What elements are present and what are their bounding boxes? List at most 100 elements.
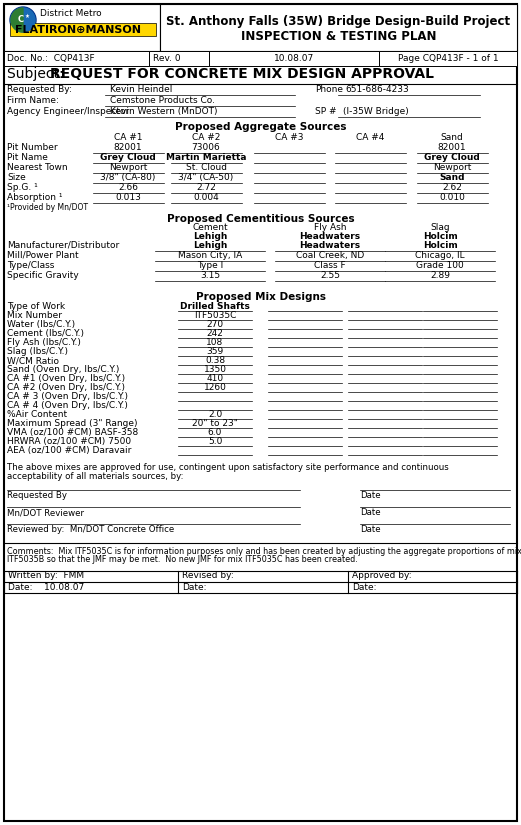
- Text: Proposed Aggregate Sources: Proposed Aggregate Sources: [175, 122, 346, 133]
- Text: Firm Name:: Firm Name:: [7, 96, 59, 105]
- Text: Holcim: Holcim: [423, 232, 457, 241]
- Text: Requested By: Requested By: [7, 491, 67, 500]
- Text: (I-35W Bridge): (I-35W Bridge): [343, 107, 409, 116]
- Text: 5.0: 5.0: [208, 437, 222, 446]
- Text: CA #2: CA #2: [192, 133, 220, 142]
- Text: Kevin Western (MnDOT): Kevin Western (MnDOT): [110, 107, 217, 116]
- Text: Date:: Date:: [352, 582, 377, 592]
- Bar: [160, 4, 517, 51]
- Text: 82001: 82001: [114, 143, 142, 152]
- Text: 0.004: 0.004: [193, 193, 219, 202]
- Text: Phone: Phone: [315, 85, 343, 94]
- Text: Martin Marietta: Martin Marietta: [166, 153, 246, 162]
- Text: 2.66: 2.66: [118, 183, 138, 192]
- Text: W/CM Ratio: W/CM Ratio: [7, 356, 59, 365]
- Text: ★: ★: [24, 13, 30, 18]
- Text: acceptability of all materials sources, by:: acceptability of all materials sources, …: [7, 472, 183, 481]
- Text: ITF5035B so that the JMF may be met.  No new JMF for mix ITF5035C has been creat: ITF5035B so that the JMF may be met. No …: [7, 555, 358, 564]
- Text: Fly Ash (lbs/C.Y.): Fly Ash (lbs/C.Y.): [7, 338, 81, 347]
- Text: 2.62: 2.62: [442, 183, 462, 192]
- Text: 2.0: 2.0: [208, 410, 222, 419]
- Text: Chicago, IL: Chicago, IL: [415, 251, 465, 260]
- Text: 1350: 1350: [204, 365, 227, 374]
- Text: Fly Ash: Fly Ash: [314, 223, 346, 232]
- Text: CA #2 (Oven Dry, lbs/C.Y.): CA #2 (Oven Dry, lbs/C.Y.): [7, 383, 125, 392]
- Text: VMA (oz/100 #CM) BASF-358: VMA (oz/100 #CM) BASF-358: [7, 428, 138, 437]
- Text: CA #4: CA #4: [356, 133, 384, 142]
- Text: CA # 3 (Oven Dry, lbs/C.Y.): CA # 3 (Oven Dry, lbs/C.Y.): [7, 392, 128, 401]
- Text: Newport: Newport: [109, 163, 147, 172]
- Text: Type of Work: Type of Work: [7, 302, 65, 311]
- Bar: [149, 51, 209, 66]
- Text: Date: Date: [360, 508, 381, 517]
- Text: Reviewed by:  Mn/DOT Concrete Office: Reviewed by: Mn/DOT Concrete Office: [7, 525, 174, 534]
- Text: 3/8" (CA-80): 3/8" (CA-80): [101, 173, 156, 182]
- Text: 6.0: 6.0: [208, 428, 222, 437]
- Text: Sand: Sand: [439, 173, 465, 182]
- Text: Cement: Cement: [192, 223, 228, 232]
- Text: 2.72: 2.72: [196, 183, 216, 192]
- Text: Nearest Town: Nearest Town: [7, 163, 68, 172]
- Text: ¹Provided by Mn/DOT: ¹Provided by Mn/DOT: [7, 203, 88, 212]
- Text: INSPECTION & TESTING PLAN: INSPECTION & TESTING PLAN: [241, 30, 436, 43]
- Text: Headwaters: Headwaters: [300, 232, 361, 241]
- Text: 2.89: 2.89: [430, 271, 450, 280]
- Text: CA #1: CA #1: [114, 133, 142, 142]
- Bar: [379, 51, 517, 66]
- Text: Coal Creek, ND: Coal Creek, ND: [296, 251, 364, 260]
- Text: %Air Content: %Air Content: [7, 410, 67, 419]
- Text: AEA (oz/100 #CM) Daravair: AEA (oz/100 #CM) Daravair: [7, 446, 131, 455]
- Text: Kevin Heindel: Kevin Heindel: [110, 85, 172, 94]
- Wedge shape: [11, 8, 23, 32]
- Text: Sand: Sand: [441, 133, 463, 142]
- Text: FLATIRON⊕MANSON: FLATIRON⊕MANSON: [15, 25, 141, 35]
- Bar: [4, 51, 149, 66]
- Text: Date: Date: [360, 525, 381, 534]
- Text: Manufacturer/Distributor: Manufacturer/Distributor: [7, 241, 119, 250]
- Text: Rev. 0: Rev. 0: [153, 54, 181, 63]
- Text: Cement (lbs/C.Y.): Cement (lbs/C.Y.): [7, 329, 84, 338]
- Text: 651-686-4233: 651-686-4233: [345, 85, 409, 94]
- Text: Comments:  Mix ITF5035C is for information purposes only and has been created by: Comments: Mix ITF5035C is for informatio…: [7, 547, 521, 556]
- Text: The above mixes are approved for use, contingent upon satisfactory site performa: The above mixes are approved for use, co…: [7, 463, 449, 472]
- Circle shape: [10, 7, 36, 33]
- Text: Mn/DOT Reviewer: Mn/DOT Reviewer: [7, 508, 84, 517]
- Text: Slag (lbs/C.Y.): Slag (lbs/C.Y.): [7, 347, 68, 356]
- Text: 2.55: 2.55: [320, 271, 340, 280]
- Text: Grey Cloud: Grey Cloud: [100, 153, 156, 162]
- Text: Water (lbs/C.Y.): Water (lbs/C.Y.): [7, 320, 75, 329]
- Text: 73006: 73006: [192, 143, 220, 152]
- Text: Pit Name: Pit Name: [7, 153, 48, 162]
- Text: Slag: Slag: [430, 223, 450, 232]
- Text: HRWRA (oz/100 #CM) 7500: HRWRA (oz/100 #CM) 7500: [7, 437, 131, 446]
- Text: ITF5035C: ITF5035C: [194, 311, 236, 320]
- Text: Type I: Type I: [197, 261, 223, 270]
- Text: Date: Date: [360, 491, 381, 500]
- Text: District Metro: District Metro: [40, 10, 102, 18]
- Text: Grey Cloud: Grey Cloud: [424, 153, 480, 162]
- Text: Headwaters: Headwaters: [300, 241, 361, 250]
- Text: 270: 270: [206, 320, 224, 329]
- Text: CA #1 (Oven Dry, lbs/C.Y.): CA #1 (Oven Dry, lbs/C.Y.): [7, 374, 125, 383]
- Text: 0.010: 0.010: [439, 193, 465, 202]
- Text: CA #3: CA #3: [275, 133, 303, 142]
- Text: Date:    10.08.07: Date: 10.08.07: [8, 582, 84, 592]
- Text: Sand (Oven Dry, lbs/C.Y.): Sand (Oven Dry, lbs/C.Y.): [7, 365, 119, 374]
- Text: 108: 108: [206, 338, 224, 347]
- Bar: [209, 51, 379, 66]
- Text: Mason City, IA: Mason City, IA: [178, 251, 242, 260]
- Text: 20" to 23": 20" to 23": [192, 419, 238, 428]
- Text: Written by:  FMM: Written by: FMM: [8, 572, 84, 581]
- Text: 10.08.07: 10.08.07: [274, 54, 314, 63]
- Text: Specific Gravity: Specific Gravity: [7, 271, 79, 280]
- Text: Lehigh: Lehigh: [193, 232, 227, 241]
- Text: 3/4" (CA-50): 3/4" (CA-50): [178, 173, 233, 182]
- Text: Revised by:: Revised by:: [182, 572, 234, 581]
- Text: C: C: [18, 16, 24, 25]
- Text: Sp.G. ¹: Sp.G. ¹: [7, 183, 38, 192]
- Text: Requested By:: Requested By:: [7, 85, 72, 94]
- Text: Absorption ¹: Absorption ¹: [7, 193, 63, 202]
- Text: 410: 410: [206, 374, 224, 383]
- Text: SP #: SP #: [315, 107, 337, 116]
- Text: St. Anthony Falls (35W) Bridge Design-Build Project: St. Anthony Falls (35W) Bridge Design-Bu…: [166, 15, 511, 27]
